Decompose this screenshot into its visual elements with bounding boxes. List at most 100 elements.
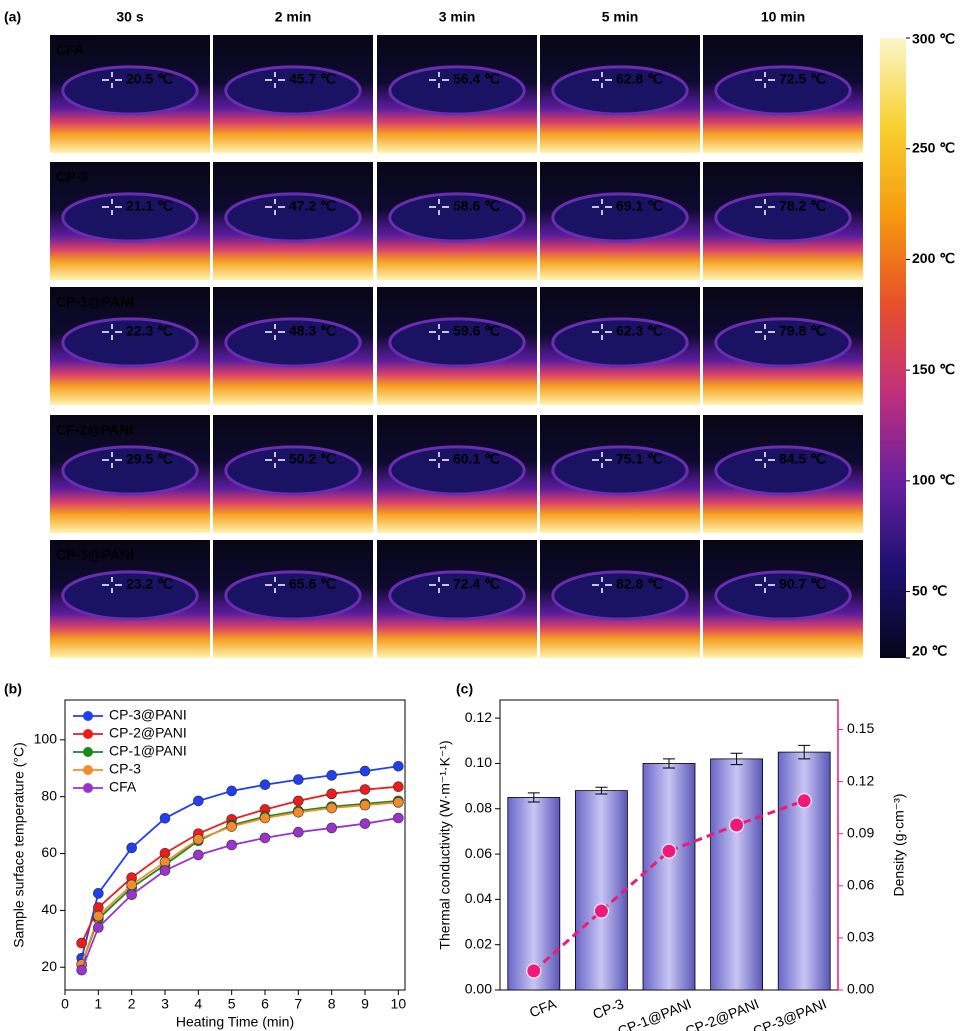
- y2-axis-label: Density (g·cm⁻³): [891, 793, 907, 896]
- temperature-label: 58.6 ℃: [453, 198, 500, 214]
- density-point: [729, 817, 745, 833]
- crosshair: [102, 452, 122, 468]
- series-line: [80, 765, 399, 959]
- temperature-label: 79.8 ℃: [779, 323, 826, 339]
- sample-top: [551, 445, 689, 496]
- crosshair: [755, 199, 775, 215]
- colorbar-label: 150 ℃: [912, 361, 955, 377]
- point: [326, 822, 337, 834]
- crosshair: [592, 324, 612, 340]
- sample-top: [551, 65, 689, 116]
- temperature-label: 65.6 ℃: [289, 576, 336, 592]
- x-tick-label: CP-2@PANI: [683, 995, 761, 1031]
- point: [293, 795, 304, 807]
- crosshair: [429, 324, 449, 340]
- temperature-label: 82.8 ℃: [616, 576, 663, 592]
- sample-top: [224, 317, 362, 368]
- x-tick-label: 2: [128, 996, 136, 1012]
- column-title: 10 min: [761, 9, 805, 25]
- point: [326, 770, 337, 781]
- temperature-label: 72.4 ℃: [453, 576, 500, 592]
- point: [393, 797, 404, 808]
- temperature-label: 22.3 ℃: [126, 323, 173, 339]
- sample-top: [61, 65, 199, 116]
- legend-marker: [83, 711, 93, 721]
- colorbar-label: 50 ℃: [912, 582, 947, 598]
- point: [159, 812, 171, 824]
- colorbar-label: 20 ℃: [912, 643, 947, 659]
- point: [76, 937, 87, 949]
- x-tick-label: CP-3: [590, 995, 626, 1022]
- point: [293, 774, 304, 785]
- error-bar: [527, 792, 540, 803]
- point: [226, 839, 237, 851]
- y-tick-label: 0.00: [465, 981, 492, 997]
- temperature-label: 56.4 ℃: [453, 71, 500, 87]
- crosshair: [755, 72, 775, 88]
- temperature-label: 72.5 ℃: [779, 71, 826, 87]
- sample-top: [714, 570, 852, 621]
- crosshair: [265, 577, 285, 593]
- point: [193, 849, 204, 861]
- point: [159, 865, 171, 876]
- colorbar: [880, 38, 906, 658]
- column-title: 2 min: [275, 9, 312, 25]
- sample-top: [224, 570, 362, 621]
- crosshair: [592, 452, 612, 468]
- temperature-label: 62.8 ℃: [616, 71, 663, 87]
- crosshair: [592, 72, 612, 88]
- temperature-label: 50.2 ℃: [289, 451, 336, 467]
- density-line: [532, 799, 805, 973]
- temperature-label: 47.2 ℃: [289, 198, 336, 214]
- crosshair: [265, 199, 285, 215]
- y2-tick-label: 0.09: [847, 824, 874, 840]
- temperature-label: 69.1 ℃: [616, 198, 663, 214]
- point: [259, 832, 271, 844]
- sample-top: [551, 192, 689, 243]
- panel-label: (a): [4, 9, 21, 25]
- point: [159, 847, 171, 859]
- colorbar-label: 100 ℃: [912, 472, 955, 488]
- y-tick-label: 40: [41, 901, 57, 917]
- sample-top: [61, 192, 199, 243]
- row-label: CP-1@PANI: [56, 294, 134, 310]
- x-tick-label: 10: [391, 996, 407, 1012]
- y2-tick-label: 0.00: [847, 981, 874, 997]
- y-axis-label: Thermal conductivity (W·m⁻¹·K⁻¹): [437, 740, 453, 949]
- point: [226, 785, 237, 797]
- point: [393, 781, 404, 793]
- x-tick-label: 9: [361, 996, 369, 1012]
- temperature-label: 48.3 ℃: [289, 323, 336, 339]
- error-bar: [663, 758, 675, 769]
- point: [293, 807, 304, 818]
- x-tick-label: 7: [294, 996, 302, 1012]
- temperature-label: 75.1 ℃: [616, 451, 663, 467]
- x-tick-label: CFA: [527, 995, 559, 1020]
- y-tick-label: 0.04: [465, 890, 492, 906]
- temperature-label: 78.2 ℃: [779, 198, 826, 214]
- crosshair: [102, 72, 122, 88]
- point: [226, 821, 237, 832]
- point: [359, 765, 371, 777]
- column-title: 30 s: [116, 9, 143, 25]
- row-label: CP-3: [56, 169, 88, 185]
- y2-tick-label: 0.03: [847, 929, 874, 945]
- crosshair: [755, 452, 775, 468]
- temperature-label: 23.2 ℃: [126, 576, 173, 592]
- legend-marker: [83, 765, 93, 775]
- bar: [777, 751, 831, 991]
- y2-tick-label: 0.12: [847, 772, 874, 788]
- panel-label: (c): [456, 681, 473, 697]
- crosshair: [265, 452, 285, 468]
- point: [326, 788, 337, 800]
- sample-top: [388, 65, 526, 116]
- point: [93, 888, 104, 899]
- crosshair: [429, 199, 449, 215]
- series-line: [80, 785, 399, 944]
- point: [126, 842, 137, 854]
- legend-label: CP-3@PANI: [109, 707, 187, 723]
- sample-top: [388, 445, 526, 496]
- legend-label: CP-2@PANI: [109, 725, 187, 741]
- y-tick-label: 20: [41, 958, 57, 974]
- legend-label: CFA: [109, 779, 137, 795]
